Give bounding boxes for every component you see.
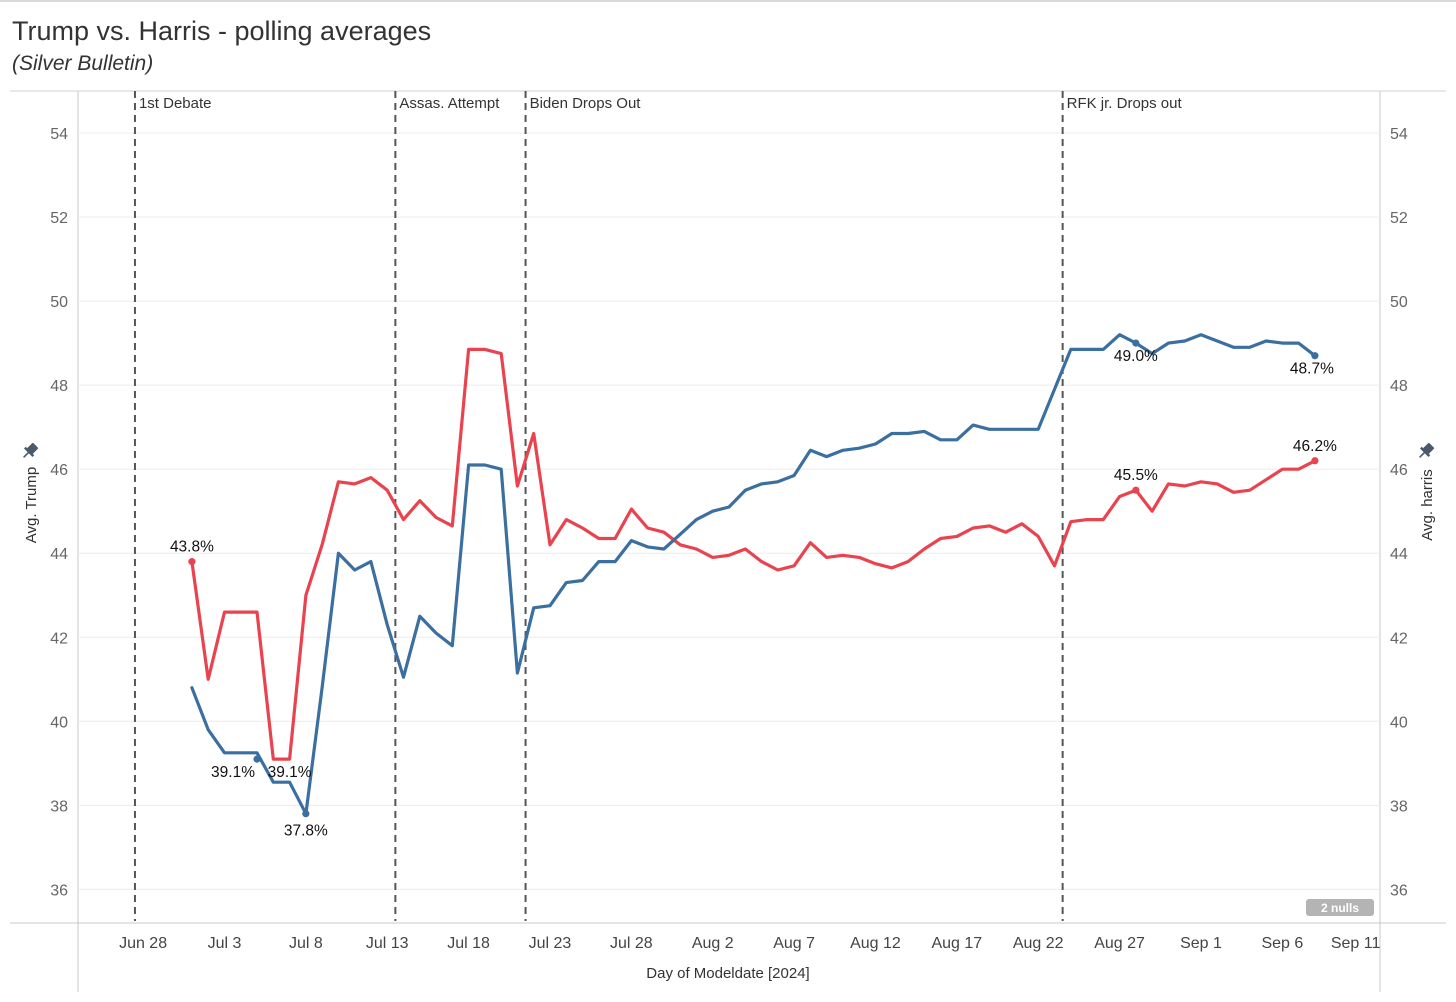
- nulls-badge-text: 2 nulls: [1321, 901, 1359, 915]
- y-axis-left: 36 38 40 42 44 46 48 50 52 54: [50, 126, 68, 899]
- event-label: Biden Drops Out: [530, 95, 642, 112]
- x-tick-label: Jul 3: [208, 935, 242, 952]
- nulls-badge[interactable]: 2 nulls: [1306, 899, 1374, 916]
- y-axis-title-left: Avg. Trump: [23, 467, 40, 543]
- data-point: [1132, 486, 1140, 494]
- x-tick-label: Jul 13: [366, 935, 409, 952]
- x-tick-label: Sep 1: [1180, 935, 1222, 952]
- event-label: 1st Debate: [139, 95, 212, 112]
- event-label: RFK jr. Drops out: [1067, 95, 1183, 112]
- y-tick-label-left: 48: [50, 378, 68, 395]
- y-tick-label-left: 50: [50, 294, 68, 311]
- chart-title: Trump vs. Harris - polling averages: [12, 16, 432, 46]
- pin-icon[interactable]: [1415, 441, 1436, 462]
- y-tick-label-right: 54: [1390, 126, 1408, 143]
- series-line-trump: [190, 347, 1317, 761]
- x-tick-label: Aug 17: [931, 935, 982, 952]
- y-tick-label-left: 40: [50, 714, 68, 731]
- y-tick-label-left: 42: [50, 630, 68, 647]
- y-tick-label-left: 54: [50, 126, 68, 143]
- data-labels: 43.8% 39.1% 45.5% 46.2% 39.1% 37.8% 49.0% 48.7%: [170, 339, 1337, 840]
- x-tick-label: Sep 11: [1331, 935, 1381, 952]
- data-point: [253, 755, 261, 763]
- series-lines: [190, 333, 1317, 816]
- data-point: [188, 558, 196, 566]
- chart-subtitle: (Silver Bulletin): [12, 52, 154, 75]
- x-tick-label: Aug 2: [692, 935, 734, 952]
- y-tick-label-right: 50: [1390, 294, 1408, 311]
- x-tick-label: Jul 23: [529, 935, 572, 952]
- x-axis-title: Day of Modeldate [2024]: [646, 965, 809, 982]
- gridlines: [78, 132, 1380, 890]
- y-tick-label-right: 38: [1390, 798, 1408, 815]
- x-tick-label: Jul 28: [610, 935, 653, 952]
- y-tick-label-left: 38: [50, 798, 68, 815]
- y-tick-label-right: 48: [1390, 378, 1408, 395]
- data-label-harris: 37.8%: [284, 823, 328, 840]
- data-point: [1132, 339, 1140, 347]
- x-tick-label: Sep 6: [1261, 935, 1303, 952]
- data-label-trump: 39.1%: [268, 764, 312, 781]
- y-tick-label-right: 44: [1390, 546, 1408, 563]
- y-axis-right: 36 38 40 42 44 46 48 50 52 54: [1390, 126, 1408, 899]
- y-tick-label-right: 46: [1390, 462, 1408, 479]
- data-point: [1311, 352, 1319, 360]
- y-tick-label-right: 40: [1390, 714, 1408, 731]
- y-tick-label-left: 46: [50, 462, 68, 479]
- event-label: Assas. Attempt: [399, 95, 500, 112]
- y-tick-label-left: 52: [50, 210, 68, 227]
- x-tick-label: Aug 27: [1094, 935, 1145, 952]
- series-line-harris: [190, 333, 1317, 816]
- y-tick-label-left: 44: [50, 546, 68, 563]
- data-point: [302, 810, 310, 818]
- x-tick-label: Aug 12: [850, 935, 901, 952]
- data-label-trump: 45.5%: [1114, 467, 1158, 484]
- top-divider: [0, 0, 1456, 2]
- y-axis-title-right: Avg. harris: [1419, 469, 1436, 540]
- y-tick-label-right: 36: [1390, 882, 1408, 899]
- y-tick-label-right: 52: [1390, 210, 1408, 227]
- data-label-trump: 43.8%: [170, 539, 214, 556]
- data-label-harris: 48.7%: [1290, 361, 1334, 378]
- event-markers: 1st Debate Assas. Attempt Biden Drops Out R…: [133, 91, 1183, 921]
- x-tick-label: Aug 22: [1013, 935, 1064, 952]
- x-tick-label: Jul 18: [447, 935, 490, 952]
- data-label-harris: 39.1%: [211, 764, 255, 781]
- data-label-harris: 49.0%: [1114, 348, 1158, 365]
- x-axis: Jun 28 Jul 3 Jul 8 Jul 13 Jul 18 Jul 23 Jul 28…: [119, 935, 1380, 952]
- x-tick-label: Jul 8: [289, 935, 323, 952]
- x-tick-label: Jun 28: [119, 935, 167, 952]
- y-tick-label-left: 36: [50, 882, 68, 899]
- pin-icon[interactable]: [19, 441, 40, 462]
- data-point: [1311, 457, 1319, 465]
- x-tick-label: Aug 7: [773, 935, 815, 952]
- y-tick-label-right: 42: [1390, 630, 1408, 647]
- data-label-trump: 46.2%: [1293, 438, 1337, 455]
